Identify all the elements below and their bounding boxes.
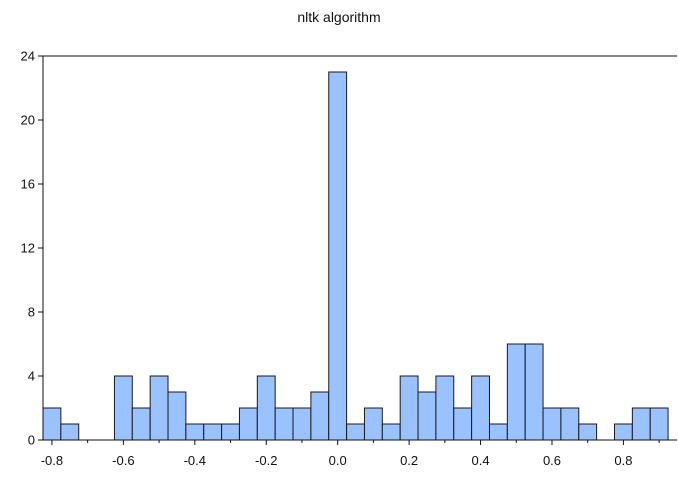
histogram-bar: [221, 423, 240, 441]
histogram-bar: [238, 407, 258, 441]
histogram-bar: [381, 423, 401, 441]
chart-title: nltk algorithm: [297, 9, 381, 25]
histogram-bar: [185, 423, 205, 441]
histogram-bar: [435, 375, 455, 441]
histogram-bar: [453, 407, 473, 441]
y-tick-label: 12: [21, 241, 35, 256]
x-tick-label: -0.4: [184, 453, 206, 468]
histogram-bar: [131, 407, 151, 441]
x-axis-ticks: -0.8 -0.6 -0.4 -0.2 0.0 0.2 0.4 0.6 0.8: [41, 440, 660, 468]
histogram-bar: [167, 391, 187, 441]
y-tick-label: 20: [21, 113, 35, 128]
histogram-bar: [560, 407, 580, 441]
histogram-bar: [417, 391, 437, 441]
y-tick-label: 16: [21, 177, 35, 192]
x-tick-label: -0.6: [112, 453, 134, 468]
x-tick-label: -0.2: [255, 453, 277, 468]
x-tick-label: 0.8: [614, 453, 632, 468]
histogram-bar: [471, 375, 490, 441]
histogram-bar: [274, 407, 294, 441]
y-tick-label: 24: [21, 49, 35, 64]
histogram-bar: [578, 423, 598, 441]
histogram-bar: [310, 391, 330, 441]
histogram-bar: [203, 423, 223, 441]
y-tick-label: 4: [28, 369, 35, 384]
histogram-bar: [42, 407, 62, 441]
histogram-bar: [631, 407, 651, 441]
histogram-bar: [399, 375, 419, 441]
histogram-bar: [649, 407, 669, 441]
x-tick-label: 0.6: [543, 453, 561, 468]
histogram-bar: [256, 375, 276, 441]
histogram-bar: [346, 423, 365, 441]
x-tick-label: 0.2: [400, 453, 418, 468]
histogram-bar: [488, 423, 508, 441]
histogram-bar: [363, 407, 383, 441]
y-tick-label: 0: [28, 433, 35, 448]
x-tick-label: -0.8: [41, 453, 63, 468]
histogram-bar: [613, 423, 633, 441]
histogram-bar: [292, 407, 312, 441]
histogram-bar: [149, 375, 169, 441]
chart-axes: [42, 55, 677, 441]
x-tick-label: 0.0: [329, 453, 347, 468]
histogram-bar: [524, 343, 544, 441]
histogram-bars: [42, 71, 669, 441]
y-axis-ticks: 0 4 8 12 16 20 24: [21, 49, 43, 448]
x-tick-label: 0.4: [472, 453, 490, 468]
y-tick-label: 8: [28, 305, 35, 320]
histogram-bar: [60, 423, 80, 441]
histogram-bar: [542, 407, 562, 441]
histogram-bar: [113, 375, 133, 441]
histogram-bar: [506, 343, 526, 441]
histogram-bar: [328, 71, 348, 441]
